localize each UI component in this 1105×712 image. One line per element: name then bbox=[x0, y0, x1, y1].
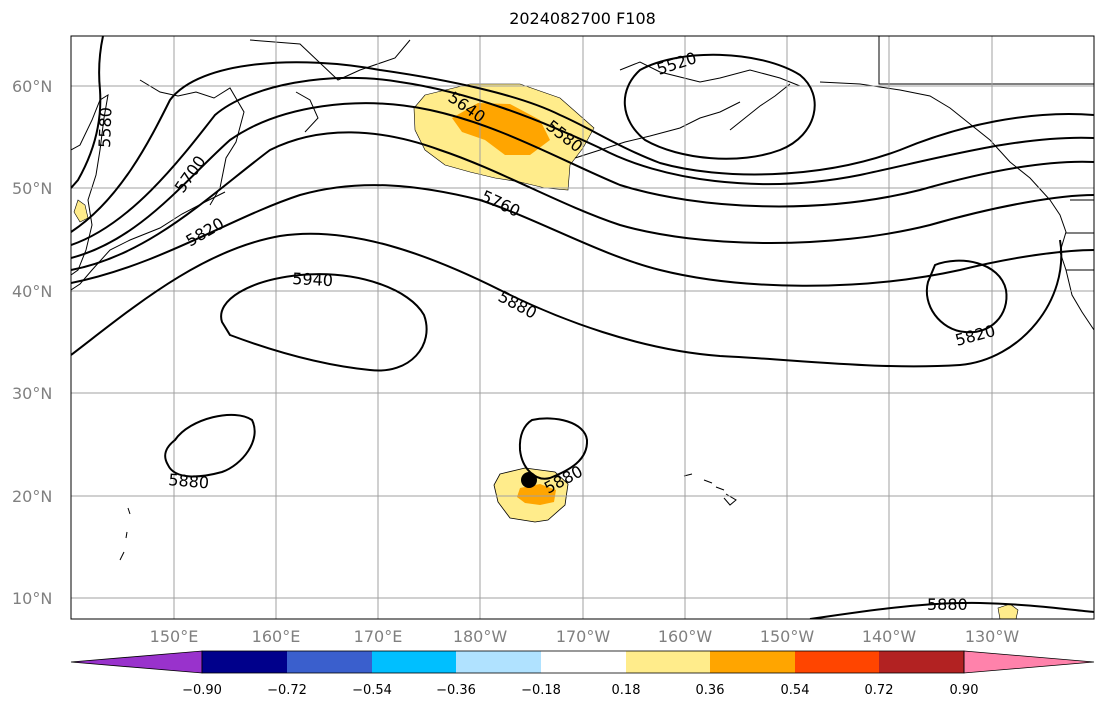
lon-label: 140°W bbox=[861, 627, 917, 646]
contour-label: 5940 bbox=[292, 269, 334, 290]
lon-label: 170°E bbox=[353, 627, 403, 646]
colorbar-tick-label: 0.54 bbox=[780, 683, 810, 698]
colorbar-segment bbox=[456, 651, 541, 673]
contour-label: 5520 bbox=[654, 48, 699, 79]
contour-5940 bbox=[220, 273, 428, 372]
shade-southeast-small bbox=[997, 603, 1019, 619]
lat-label: 20°N bbox=[12, 487, 53, 506]
contour-5880-main bbox=[71, 232, 1063, 368]
colorbar-tick-label: −0.54 bbox=[352, 683, 392, 698]
colorbar-tick-label: −0.36 bbox=[436, 683, 476, 698]
lon-label: 160°W bbox=[657, 627, 713, 646]
coast-alaska-south bbox=[819, 81, 1051, 201]
coast-alaska-west bbox=[619, 61, 801, 87]
lat-label: 60°N bbox=[12, 77, 53, 96]
lon-label: 180°W bbox=[452, 627, 508, 646]
lat-label: 30°N bbox=[12, 384, 53, 403]
colorbar-tick-label: 0.90 bbox=[949, 683, 979, 698]
shade-subtropical-mid bbox=[517, 484, 556, 505]
colorbar-tick-label: −0.90 bbox=[182, 683, 222, 698]
boundaries bbox=[878, 36, 1094, 271]
contour-5880-south bbox=[809, 601, 1094, 619]
coast-alaska-peninsula bbox=[729, 83, 791, 131]
contour-5760 bbox=[71, 131, 1094, 271]
contour-label: 5820 bbox=[953, 321, 997, 350]
colorbar-segment bbox=[202, 651, 287, 673]
colorbar-tick-label: −0.72 bbox=[267, 683, 307, 698]
contour-label: 5700 bbox=[171, 152, 210, 196]
colorbar-segment bbox=[795, 651, 879, 673]
colorbar-segment bbox=[287, 651, 372, 673]
lat-label: 50°N bbox=[12, 179, 53, 198]
contour-labels: 5580 5700 5820 5640 5580 5520 5760 5940 … bbox=[95, 48, 997, 614]
contour-label: 5580 bbox=[95, 107, 115, 148]
contour-label: 5820 bbox=[183, 214, 228, 251]
contour-5820-east bbox=[925, 259, 1008, 334]
colorbar-segment bbox=[372, 651, 456, 673]
contour-5700 bbox=[71, 102, 1094, 259]
map-title: 2024082700 F108 bbox=[509, 9, 656, 28]
contour-label: 5880 bbox=[495, 287, 540, 323]
colorbar bbox=[70, 650, 1095, 674]
storm-center-marker bbox=[521, 472, 537, 488]
coast-north-america bbox=[1049, 199, 1094, 331]
lon-label: 170°W bbox=[555, 627, 611, 646]
colorbar-extend-left bbox=[70, 650, 203, 674]
lon-label: 130°W bbox=[964, 627, 1020, 646]
contour-5880-west bbox=[164, 413, 256, 478]
colorbar-segment bbox=[879, 651, 964, 673]
map-frame bbox=[70, 35, 1095, 620]
coast-okhotsk bbox=[139, 79, 245, 206]
coast-chukotka bbox=[295, 91, 319, 133]
contour-5580-arc bbox=[71, 61, 1094, 233]
colorbar-tick-label: −0.18 bbox=[521, 683, 561, 698]
coast-aleutians bbox=[574, 101, 741, 159]
contour-5580-west bbox=[71, 36, 104, 189]
colorbar-tick-label: 0.72 bbox=[864, 683, 894, 698]
anomaly-shading bbox=[73, 83, 1019, 619]
colorbar-segment bbox=[626, 651, 710, 673]
shade-west-small bbox=[73, 199, 89, 223]
lat-label: 40°N bbox=[12, 282, 53, 301]
contour-label: 5880 bbox=[927, 595, 968, 614]
lon-label: 160°E bbox=[251, 627, 301, 646]
colorbar-segment bbox=[541, 651, 626, 673]
lon-label: 150°W bbox=[759, 627, 815, 646]
coast-hawaii bbox=[683, 473, 737, 506]
coast-kamchatka bbox=[71, 93, 109, 276]
contour-5520 bbox=[623, 53, 816, 160]
lat-label: 10°N bbox=[12, 589, 53, 608]
height-contours bbox=[71, 36, 1094, 619]
colorbar-extend-right bbox=[963, 650, 1095, 674]
contour-label: 5760 bbox=[478, 186, 523, 220]
coast-siberia-east bbox=[249, 39, 411, 81]
contour-5820-main bbox=[71, 184, 1094, 287]
colorbar-segment bbox=[710, 651, 795, 673]
coastlines bbox=[71, 39, 1094, 561]
contour-label: 5880 bbox=[168, 470, 210, 492]
lon-label: 150°E bbox=[149, 627, 199, 646]
colorbar-tick-label: 0.18 bbox=[611, 683, 641, 698]
contour-5640 bbox=[71, 76, 1094, 246]
contour-5880-center bbox=[518, 417, 589, 480]
colorbar-tick-label: 0.36 bbox=[695, 683, 725, 698]
coast-mariana bbox=[119, 507, 131, 561]
